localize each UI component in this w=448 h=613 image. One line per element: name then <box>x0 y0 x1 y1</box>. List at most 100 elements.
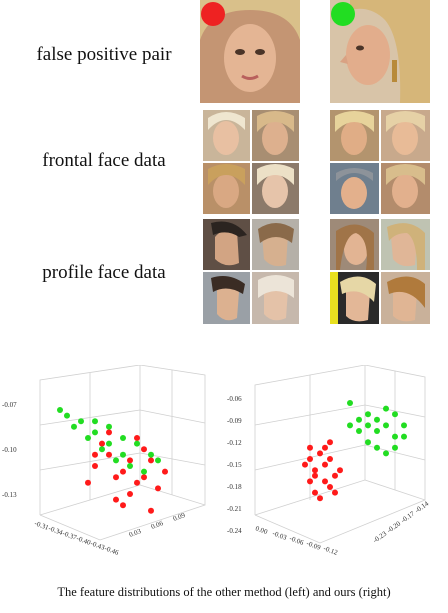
scatter-point <box>392 411 398 418</box>
scatter-point <box>374 428 380 434</box>
tick-label: 0.00 <box>254 524 269 536</box>
scatter-point <box>106 440 112 447</box>
scatter-point <box>127 463 133 469</box>
face-thumb <box>330 219 379 270</box>
scatter-point <box>92 463 98 469</box>
scatter-point <box>106 451 112 458</box>
tick-label: -0.03 <box>271 529 288 542</box>
scatter-point <box>57 407 63 413</box>
scatter-point <box>127 491 133 497</box>
scatter-point <box>383 450 389 457</box>
scatter-point <box>317 450 323 457</box>
face-thumb <box>330 110 379 161</box>
green-marker-icon <box>331 2 355 26</box>
face-thumb <box>330 163 379 214</box>
scatter-point <box>71 423 77 430</box>
tick-label: -0.06 <box>227 395 242 403</box>
scatter-point <box>307 478 313 485</box>
scatter-point <box>383 405 389 412</box>
scatter-point <box>356 416 362 423</box>
scatter-point <box>155 457 161 464</box>
scatter-point <box>322 478 328 485</box>
scatter-point <box>327 456 333 462</box>
scatter-point <box>92 418 98 425</box>
tick-label: -0.09 <box>305 539 322 552</box>
tick-label: -0.23 <box>372 529 389 544</box>
face-thumb <box>381 163 430 214</box>
face-thumb <box>252 272 299 324</box>
scatter-point <box>337 467 343 474</box>
scatter-point <box>78 418 84 425</box>
scatter-point <box>99 440 105 447</box>
scatter-point <box>141 446 147 453</box>
scatter-point <box>120 435 126 441</box>
tick-label: -0.17 <box>400 509 417 524</box>
tick-label: -0.10 <box>2 446 17 454</box>
scatter-point <box>134 479 140 486</box>
scatter-point <box>127 457 133 464</box>
scatter-point <box>327 484 333 490</box>
scatter-point <box>401 433 407 440</box>
scatter-point <box>383 422 389 429</box>
scatter-point <box>106 423 112 430</box>
tick-label: -0.12 <box>322 544 339 557</box>
scatter-point <box>99 446 105 453</box>
scatter-point <box>322 444 328 451</box>
scatter-point <box>312 472 318 479</box>
scatter-plot-right: -0.06-0.09-0.12-0.15-0.18-0.21-0.24 0.00-… <box>227 365 431 557</box>
scatter-point <box>148 457 154 464</box>
scatter-point <box>392 444 398 451</box>
scatter-point <box>120 468 126 475</box>
scatter-point <box>332 489 338 496</box>
scatter-point <box>120 451 126 458</box>
tick-label: 0.06 <box>150 519 165 531</box>
scatter-point <box>113 457 119 464</box>
axes-box <box>254 365 426 544</box>
scatter-point <box>307 456 313 462</box>
scatter-point <box>401 422 407 429</box>
scatter-point <box>317 495 323 502</box>
scatter-point <box>120 502 126 509</box>
face-thumb <box>203 219 250 270</box>
face-thumb <box>252 110 299 161</box>
scatter-point <box>141 468 147 475</box>
row-label-frontal: frontal face data <box>42 150 166 171</box>
face-thumb <box>203 163 250 214</box>
scatter-plot-left: -0.07-0.10-0.13-0.31-0.34-0.37-0.40-0.43… <box>2 365 206 557</box>
tick-label: -0.21 <box>227 505 242 513</box>
scatter-point <box>327 439 333 446</box>
scatter-point <box>141 474 147 481</box>
tick-label: 0.09 <box>172 511 187 523</box>
face-thumb <box>252 219 299 270</box>
scatter-point <box>92 429 98 436</box>
tick-label: -0.06 <box>288 534 305 547</box>
scatter-point <box>148 507 154 514</box>
scatter-point <box>374 416 380 423</box>
tick-label: -0.14 <box>414 499 431 514</box>
face-thumb <box>203 110 250 161</box>
tick-label: -0.12 <box>227 439 242 447</box>
scatter-point <box>162 468 168 475</box>
tick-label: -0.20 <box>386 519 403 534</box>
scatter-point <box>312 467 318 474</box>
tick-label: -0.46 <box>103 544 120 557</box>
figure-caption: The feature distributions of the other m… <box>57 585 391 599</box>
scatter-point <box>322 461 328 468</box>
row-label-false-positive: false positive pair <box>36 44 172 65</box>
tick-label: -0.13 <box>2 491 17 499</box>
scatter-point <box>347 422 353 429</box>
scatter-point <box>64 412 70 419</box>
scatter-point <box>113 474 119 481</box>
face-thumb <box>252 163 299 214</box>
tick-label: -0.09 <box>227 417 242 425</box>
face-thumb <box>381 219 430 270</box>
face-thumb <box>203 272 250 324</box>
scatter-point <box>155 485 161 492</box>
scatter-point <box>332 472 338 479</box>
scatter-point <box>365 411 371 418</box>
red-marker-icon <box>201 2 225 26</box>
scatter-point <box>356 428 362 434</box>
scatter-point <box>148 451 154 458</box>
tick-label: -0.24 <box>227 527 242 535</box>
scatter-point <box>347 400 353 406</box>
